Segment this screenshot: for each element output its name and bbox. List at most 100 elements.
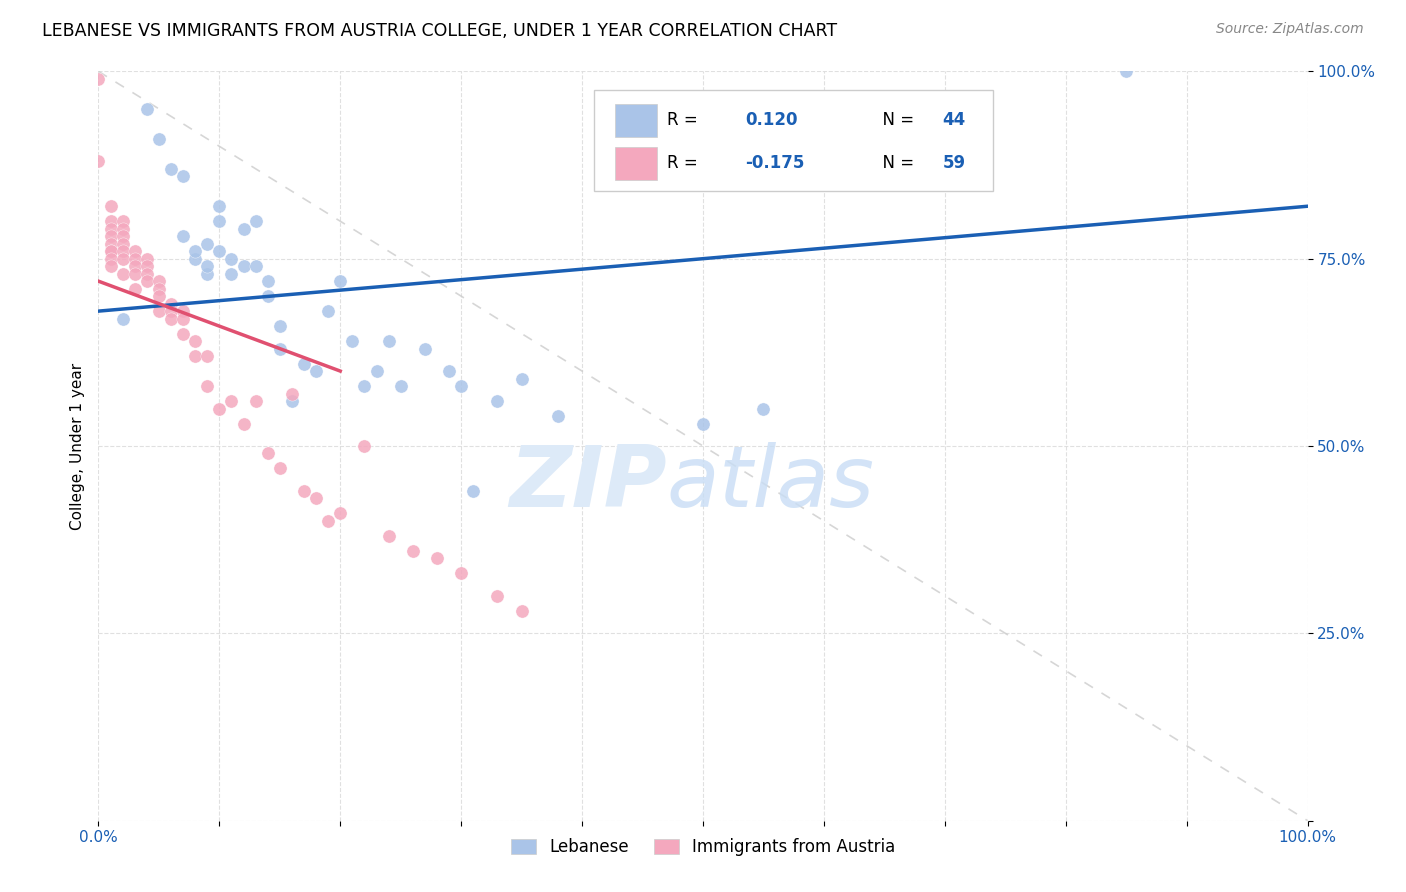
Point (692, 417, 714, 431)
Point (124, 244, 146, 259)
Point (402, 544, 425, 558)
Point (135, 259, 157, 273)
Point (547, 409, 569, 423)
Point (87, 154, 110, 169)
Point (111, 267, 134, 281)
Point (195, 267, 218, 281)
Text: atlas: atlas (666, 442, 875, 525)
Point (413, 342, 436, 356)
Point (100, 221, 122, 235)
Point (172, 169, 194, 184)
Point (124, 252, 146, 266)
Point (100, 259, 122, 273)
Point (292, 483, 315, 498)
Point (221, 252, 243, 266)
Point (184, 349, 207, 363)
Point (100, 236, 122, 251)
Text: 0.120: 0.120 (745, 112, 797, 129)
Point (510, 371, 533, 385)
Point (377, 529, 399, 543)
Point (486, 394, 509, 409)
Point (305, 491, 328, 506)
FancyBboxPatch shape (595, 90, 993, 191)
Point (208, 214, 231, 228)
Point (195, 349, 218, 363)
Point (148, 304, 170, 318)
Point (245, 214, 267, 228)
Point (232, 259, 254, 273)
Point (305, 364, 328, 378)
Point (148, 274, 170, 288)
Point (111, 236, 134, 251)
Point (135, 267, 157, 281)
Point (172, 326, 194, 341)
Point (377, 334, 399, 348)
Point (510, 604, 533, 618)
Point (353, 379, 375, 393)
Point (353, 439, 375, 453)
Point (342, 334, 364, 348)
Point (426, 551, 449, 566)
Point (195, 379, 218, 393)
Text: Source: ZipAtlas.com: Source: ZipAtlas.com (1216, 22, 1364, 37)
Point (172, 311, 194, 326)
Text: LEBANESE VS IMMIGRANTS FROM AUSTRIA COLLEGE, UNDER 1 YEAR CORRELATION CHART: LEBANESE VS IMMIGRANTS FROM AUSTRIA COLL… (42, 22, 838, 40)
Point (245, 259, 267, 273)
Point (160, 161, 183, 176)
Point (148, 289, 170, 303)
Point (111, 229, 134, 244)
Point (100, 214, 122, 228)
Y-axis label: College, Under 1 year: College, Under 1 year (69, 362, 84, 530)
Point (208, 199, 231, 213)
Point (100, 199, 122, 213)
Point (450, 379, 472, 393)
Text: N =: N = (872, 112, 920, 129)
Point (184, 334, 207, 348)
Point (87, 71, 110, 86)
Point (195, 259, 218, 273)
Point (100, 252, 122, 266)
Point (195, 236, 218, 251)
Point (389, 379, 412, 393)
Point (135, 102, 157, 116)
Text: 44: 44 (942, 112, 966, 129)
Point (245, 394, 267, 409)
Point (329, 507, 352, 521)
Point (232, 221, 254, 235)
Point (135, 274, 157, 288)
Point (463, 483, 485, 498)
Point (124, 259, 146, 273)
Point (111, 252, 134, 266)
Point (184, 252, 207, 266)
Point (208, 244, 231, 259)
Point (100, 229, 122, 244)
Point (124, 282, 146, 296)
Point (437, 364, 460, 378)
Text: R =: R = (666, 112, 709, 129)
Point (232, 417, 254, 431)
Point (752, 401, 775, 416)
Text: ZIP: ZIP (509, 442, 666, 525)
Point (100, 244, 122, 259)
Point (256, 446, 278, 460)
Point (208, 401, 231, 416)
Point (329, 274, 352, 288)
Point (269, 319, 291, 334)
Point (160, 311, 183, 326)
Point (111, 244, 134, 259)
Point (160, 296, 183, 310)
Point (160, 304, 183, 318)
Point (256, 274, 278, 288)
Point (111, 311, 134, 326)
Text: -0.175: -0.175 (745, 154, 804, 172)
Point (366, 364, 388, 378)
Point (316, 304, 339, 318)
Point (100, 244, 122, 259)
Point (281, 394, 304, 409)
Point (172, 229, 194, 244)
Point (450, 566, 472, 581)
Point (292, 357, 315, 371)
Point (221, 394, 243, 409)
Bar (614, 103, 657, 137)
Point (486, 589, 509, 603)
